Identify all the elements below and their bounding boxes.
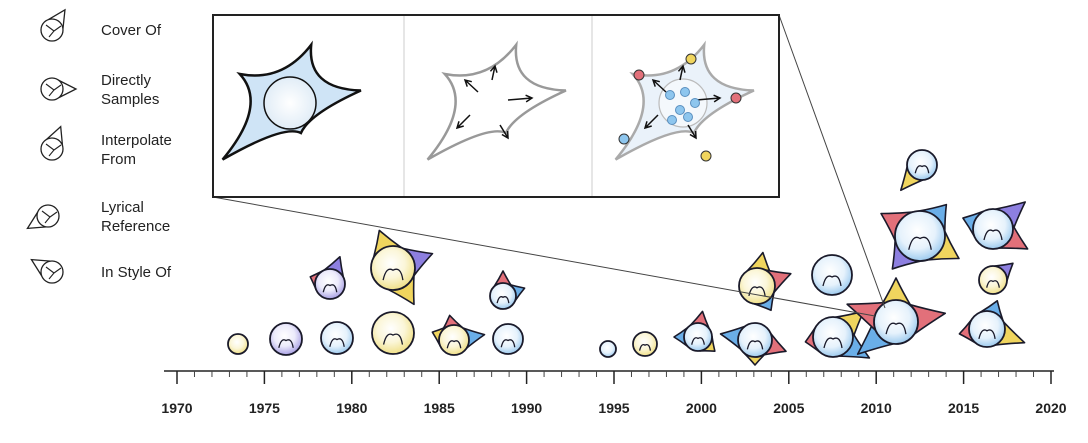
target-dot: [634, 70, 644, 80]
song-glyph: [901, 150, 937, 190]
sample-dot: [668, 116, 677, 125]
figure: Cover Of Directly Samples Interpolate From Ly…: [0, 0, 1088, 443]
zoom-line: [213, 197, 875, 316]
glyph-body: [739, 268, 775, 304]
song-glyph: [959, 301, 1024, 347]
x-tick-label: 2015: [948, 400, 979, 416]
glyph-body: [600, 341, 616, 357]
song-glyph: [270, 323, 302, 355]
legend: Cover Of Directly Samples Interpolate From Ly…: [27, 10, 171, 283]
glyph-body: [493, 324, 523, 354]
target-dot: [619, 134, 629, 144]
legend-label: Directly: [101, 72, 152, 89]
song-glyph: [321, 322, 353, 354]
sample-dot: [681, 88, 690, 97]
legend-icon: [41, 127, 63, 160]
target-dot: [701, 151, 711, 161]
song-glyph: [600, 341, 616, 357]
song-glyph: [963, 202, 1028, 249]
song-glyph: [371, 230, 432, 304]
x-tick-label: 2010: [861, 400, 892, 416]
glyph-body: [321, 322, 353, 354]
x-tick-label: 2005: [773, 400, 804, 416]
x-tick-label: 1980: [336, 400, 367, 416]
glyph-body: [228, 334, 248, 354]
x-tick-label: 1990: [511, 400, 542, 416]
song-glyph: [881, 205, 959, 269]
legend-label: In Style Of: [101, 264, 172, 281]
song-glyph: [310, 257, 345, 299]
legend-label: Lyrical: [101, 199, 144, 216]
glyph-body: [874, 300, 918, 344]
x-tick-label: 2000: [686, 400, 717, 416]
x-tick-label: 2020: [1035, 400, 1066, 416]
legend-label: Reference: [101, 218, 170, 235]
legend-icon: [31, 260, 63, 283]
legend-label: From: [101, 151, 136, 168]
glyph-body: [973, 209, 1013, 249]
legend-icon: [27, 205, 59, 228]
glyph-body: [372, 312, 414, 354]
glyph-body: [315, 269, 345, 299]
sample-dot: [676, 106, 685, 115]
glyph-body: [371, 246, 415, 290]
legend-label: Cover Of: [101, 22, 162, 39]
glyph-body: [738, 323, 772, 357]
sample-dot: [666, 91, 675, 100]
song-glyph: [979, 263, 1013, 294]
song-glyph: [228, 334, 248, 354]
song-glyph: [633, 332, 657, 356]
glyph-body: [907, 150, 937, 180]
legend-label: Interpolate: [101, 132, 172, 149]
x-tick-label: 1985: [424, 400, 455, 416]
song-glyph: [847, 278, 945, 354]
sample-dot: [684, 113, 693, 122]
glyph-body: [895, 211, 945, 261]
song-glyph: [721, 323, 786, 365]
x-tick-label: 1995: [598, 400, 629, 416]
timeline-axis: 1970 1975 1980 1985 1990 1995 2000 2005 2010 2015…: [161, 371, 1066, 416]
song-glyph: [812, 255, 852, 295]
x-tick-label: 1970: [161, 400, 192, 416]
x-tick-label: 1975: [249, 400, 280, 416]
legend-label: Samples: [101, 91, 159, 108]
legend-icon: [41, 10, 65, 41]
target-dot: [731, 93, 741, 103]
glyph-body: [684, 323, 712, 351]
song-glyph: [372, 312, 414, 354]
sample-dot: [691, 99, 700, 108]
glyph-body: [969, 311, 1005, 347]
glyph-body: [439, 325, 469, 355]
inset: [213, 15, 885, 316]
glyph-body: [812, 255, 852, 295]
panel-core: [264, 77, 316, 129]
song-glyph: [490, 271, 525, 309]
glyph-body: [490, 283, 516, 309]
song-glyph: [739, 253, 791, 311]
glyph-body: [979, 266, 1007, 294]
legend-icon: [41, 78, 76, 100]
song-glyph: [493, 324, 523, 354]
glyph-body: [633, 332, 657, 356]
target-dot: [686, 54, 696, 64]
glyph-body: [270, 323, 302, 355]
glyph-body: [813, 317, 853, 357]
song-glyph: [674, 311, 715, 351]
song-glyph: [432, 315, 484, 355]
